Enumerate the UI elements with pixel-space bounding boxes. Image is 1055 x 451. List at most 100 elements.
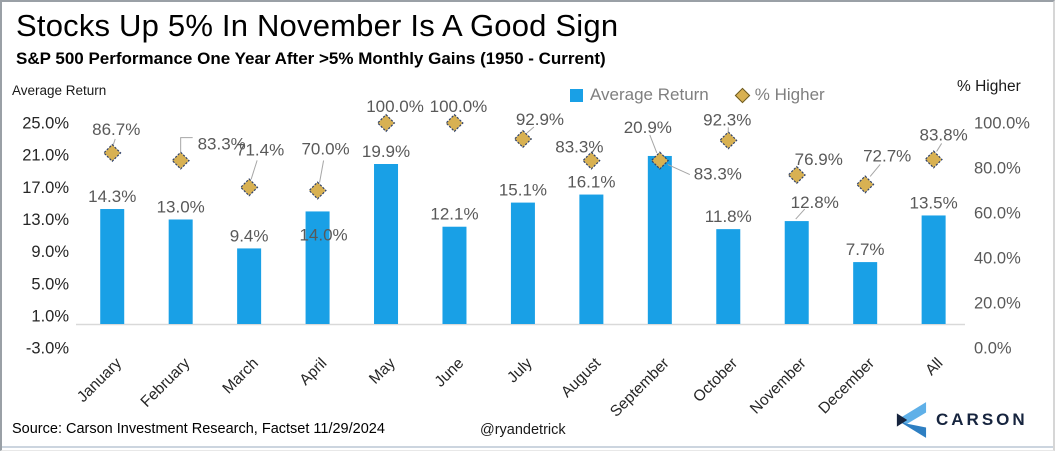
marker-label-leader (112, 138, 116, 146)
left-axis-tick: 17.0% (22, 179, 69, 197)
bar-label-october: 11.8% (705, 207, 752, 226)
twitter-handle: @ryandetrick (480, 422, 566, 438)
marker-label-leader (319, 160, 325, 183)
bar-may (374, 164, 399, 324)
left-axis-tick: 13.0% (22, 211, 69, 229)
right-axis-tick: 20.0% (974, 295, 1021, 313)
marker-label-may: 100.0% (366, 97, 424, 116)
bar-july (510, 202, 535, 324)
marker-label-leader (667, 164, 691, 176)
left-axis-tick: -3.0% (26, 340, 69, 358)
diamond-marker-january (103, 143, 122, 163)
chart-subtitle: S&P 500 Performance One Year After >5% M… (16, 49, 606, 68)
left-axis-tick: 21.0% (22, 147, 69, 165)
diamond-marker-all (924, 150, 943, 169)
diamond-marker-may (376, 113, 396, 133)
category-label-september: September (607, 355, 673, 421)
bar-june (442, 226, 467, 324)
right-axis-tick: 40.0% (974, 250, 1021, 268)
marker-label-leader (869, 164, 881, 177)
marker-label-august: 83.3% (555, 138, 603, 157)
marker-label-leader (250, 160, 258, 180)
right-axis-title: % Higher (957, 78, 1021, 95)
bar-swatch-icon (570, 88, 583, 102)
category-label-october: October (690, 355, 741, 406)
bar-label-march: 9.4% (230, 226, 269, 245)
category-label-june: June (432, 355, 468, 391)
left-axis-tick: 25.0% (22, 115, 69, 133)
marker-label-june: 100.0% (430, 97, 488, 116)
bar-all (921, 215, 946, 324)
bar-label-leader (795, 208, 806, 220)
right-axis-tick: 100.0% (974, 115, 1030, 133)
footer-rule (2, 446, 1053, 448)
chart-title: Stocks Up 5% In November Is A Good Sign (16, 8, 619, 43)
diamond-marker-july (513, 129, 533, 149)
carson-wordmark: CARSON (936, 410, 1028, 429)
bar-label-january: 14.3% (88, 187, 136, 206)
bar-october (716, 229, 741, 324)
bar-label-september: 20.9% (624, 118, 672, 137)
left-axis-title: Average Return (12, 83, 107, 98)
diamond-marker-march (239, 178, 259, 197)
bar-label-november: 12.8% (791, 193, 839, 212)
marker-label-leader (180, 137, 193, 153)
marker-label-september: 83.3% (694, 165, 742, 184)
marker-label-leader (526, 126, 535, 134)
bar-label-june: 12.1% (430, 205, 478, 224)
bar-label-february: 13.0% (157, 197, 205, 216)
marker-label-leader (936, 143, 943, 152)
bar-march (237, 248, 262, 324)
category-label-july: July (504, 355, 536, 387)
bar-label-december: 7.7% (846, 240, 885, 259)
category-label-april: April (296, 355, 330, 389)
diamond-marker-february (171, 151, 190, 170)
legend-label-pct-higher: % Higher (754, 85, 825, 104)
bar-april (305, 211, 330, 324)
category-label-may: May (366, 355, 399, 388)
category-label-february: February (138, 355, 194, 411)
marker-label-all: 83.8% (920, 125, 968, 144)
marker-label-march: 71.4% (236, 140, 284, 159)
marker-label-january: 86.7% (92, 120, 140, 139)
diamond-marker-june (445, 113, 464, 133)
source-text: Source: Carson Investment Research, Fact… (12, 421, 385, 437)
diamond-marker-november (787, 165, 806, 185)
legend-label-average-return: Average Return (590, 85, 709, 104)
bar-label-august: 16.1% (567, 173, 615, 192)
carson-logo: CARSON (895, 401, 1028, 439)
right-axis-tick: 80.0% (974, 160, 1021, 178)
carson-chevron-icon (896, 402, 927, 438)
bar-label-may: 19.9% (362, 142, 410, 161)
marker-label-february: 83.3% (198, 135, 246, 154)
bar-december (853, 262, 878, 324)
diamond-marker-october (719, 131, 738, 150)
marker-label-october: 92.3% (703, 110, 751, 129)
bar-label-july: 15.1% (499, 181, 547, 200)
bar-september (647, 155, 672, 324)
category-label-march: March (219, 355, 261, 397)
legend-item-pct-higher: % Higher (734, 85, 825, 105)
bar-label-april: 14.0% (299, 225, 347, 244)
bar-label-all: 13.5% (910, 193, 958, 212)
diamond-marker-december (855, 175, 875, 194)
marker-label-december: 72.7% (863, 146, 911, 165)
legend: Average Return % Higher (570, 85, 825, 105)
right-axis-tick: 0.0% (974, 340, 1012, 358)
category-label-all: All (922, 355, 946, 379)
left-axis-tick: 9.0% (31, 243, 69, 261)
diamond-marker-april (308, 181, 327, 200)
bar-january (100, 209, 125, 324)
right-axis-tick: 60.0% (974, 205, 1021, 223)
left-axis-tick: 1.0% (31, 307, 69, 325)
category-label-december: December (815, 355, 878, 418)
marker-label-november: 76.9% (795, 150, 843, 169)
bar-february (168, 219, 193, 324)
marker-label-july: 92.9% (516, 110, 564, 129)
category-label-january: January (74, 355, 125, 406)
category-label-august: August (558, 354, 605, 401)
bar-november (784, 221, 809, 324)
bar-label-leader (649, 134, 658, 154)
bar-august (579, 194, 604, 324)
